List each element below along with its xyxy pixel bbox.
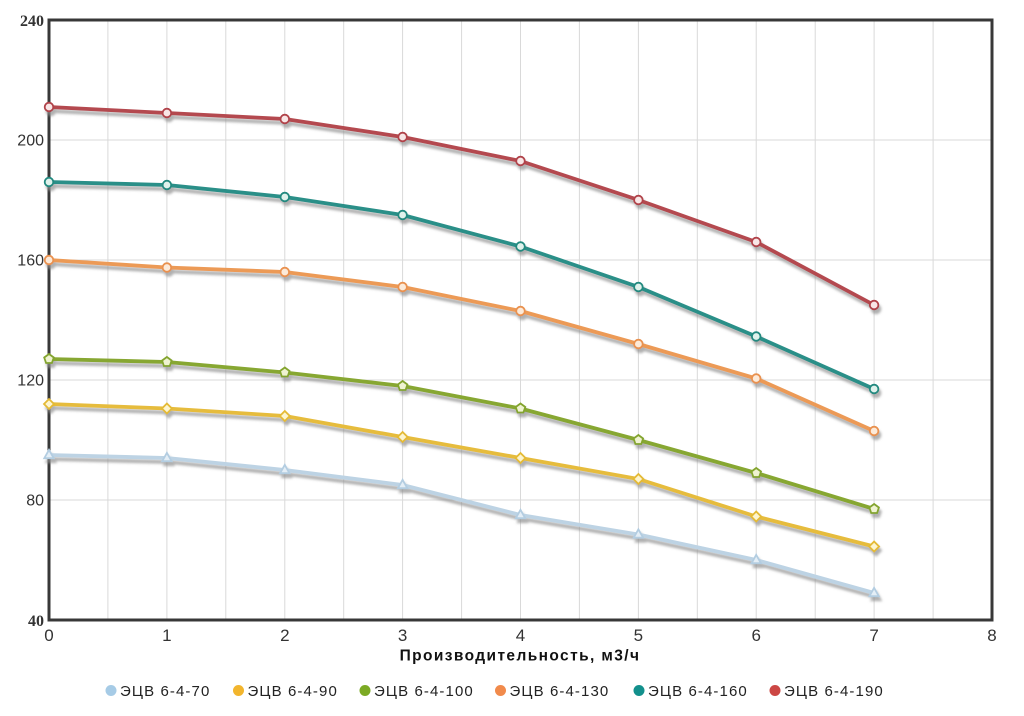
svg-text:200: 200 [17, 133, 44, 150]
svg-text:4: 4 [516, 626, 525, 645]
svg-text:7: 7 [869, 626, 878, 645]
svg-text:80: 80 [26, 493, 44, 510]
svg-text:2: 2 [280, 626, 289, 645]
svg-text:ЭЦВ 6-4-90: ЭЦВ 6-4-90 [248, 683, 338, 700]
svg-text:40: 40 [28, 613, 44, 630]
svg-text:ЭЦВ 6-4-130: ЭЦВ 6-4-130 [510, 683, 610, 700]
svg-text:ЭЦВ 6-4-160: ЭЦВ 6-4-160 [648, 683, 748, 700]
svg-text:ЭЦВ 6-4-190: ЭЦВ 6-4-190 [784, 683, 884, 700]
svg-text:8: 8 [987, 626, 996, 645]
svg-text:Производительность, м3/ч: Производительность, м3/ч [400, 648, 641, 665]
svg-text:ЭЦВ 6-4-70: ЭЦВ 6-4-70 [120, 683, 210, 700]
svg-text:6: 6 [751, 626, 760, 645]
svg-text:3: 3 [398, 626, 407, 645]
svg-text:5: 5 [634, 626, 643, 645]
svg-text:1: 1 [162, 626, 171, 645]
svg-text:ЭЦВ 6-4-100: ЭЦВ 6-4-100 [374, 683, 474, 700]
svg-text:120: 120 [17, 373, 44, 390]
svg-text:240: 240 [20, 13, 44, 30]
svg-text:0: 0 [44, 626, 53, 645]
svg-text:160: 160 [17, 253, 44, 270]
